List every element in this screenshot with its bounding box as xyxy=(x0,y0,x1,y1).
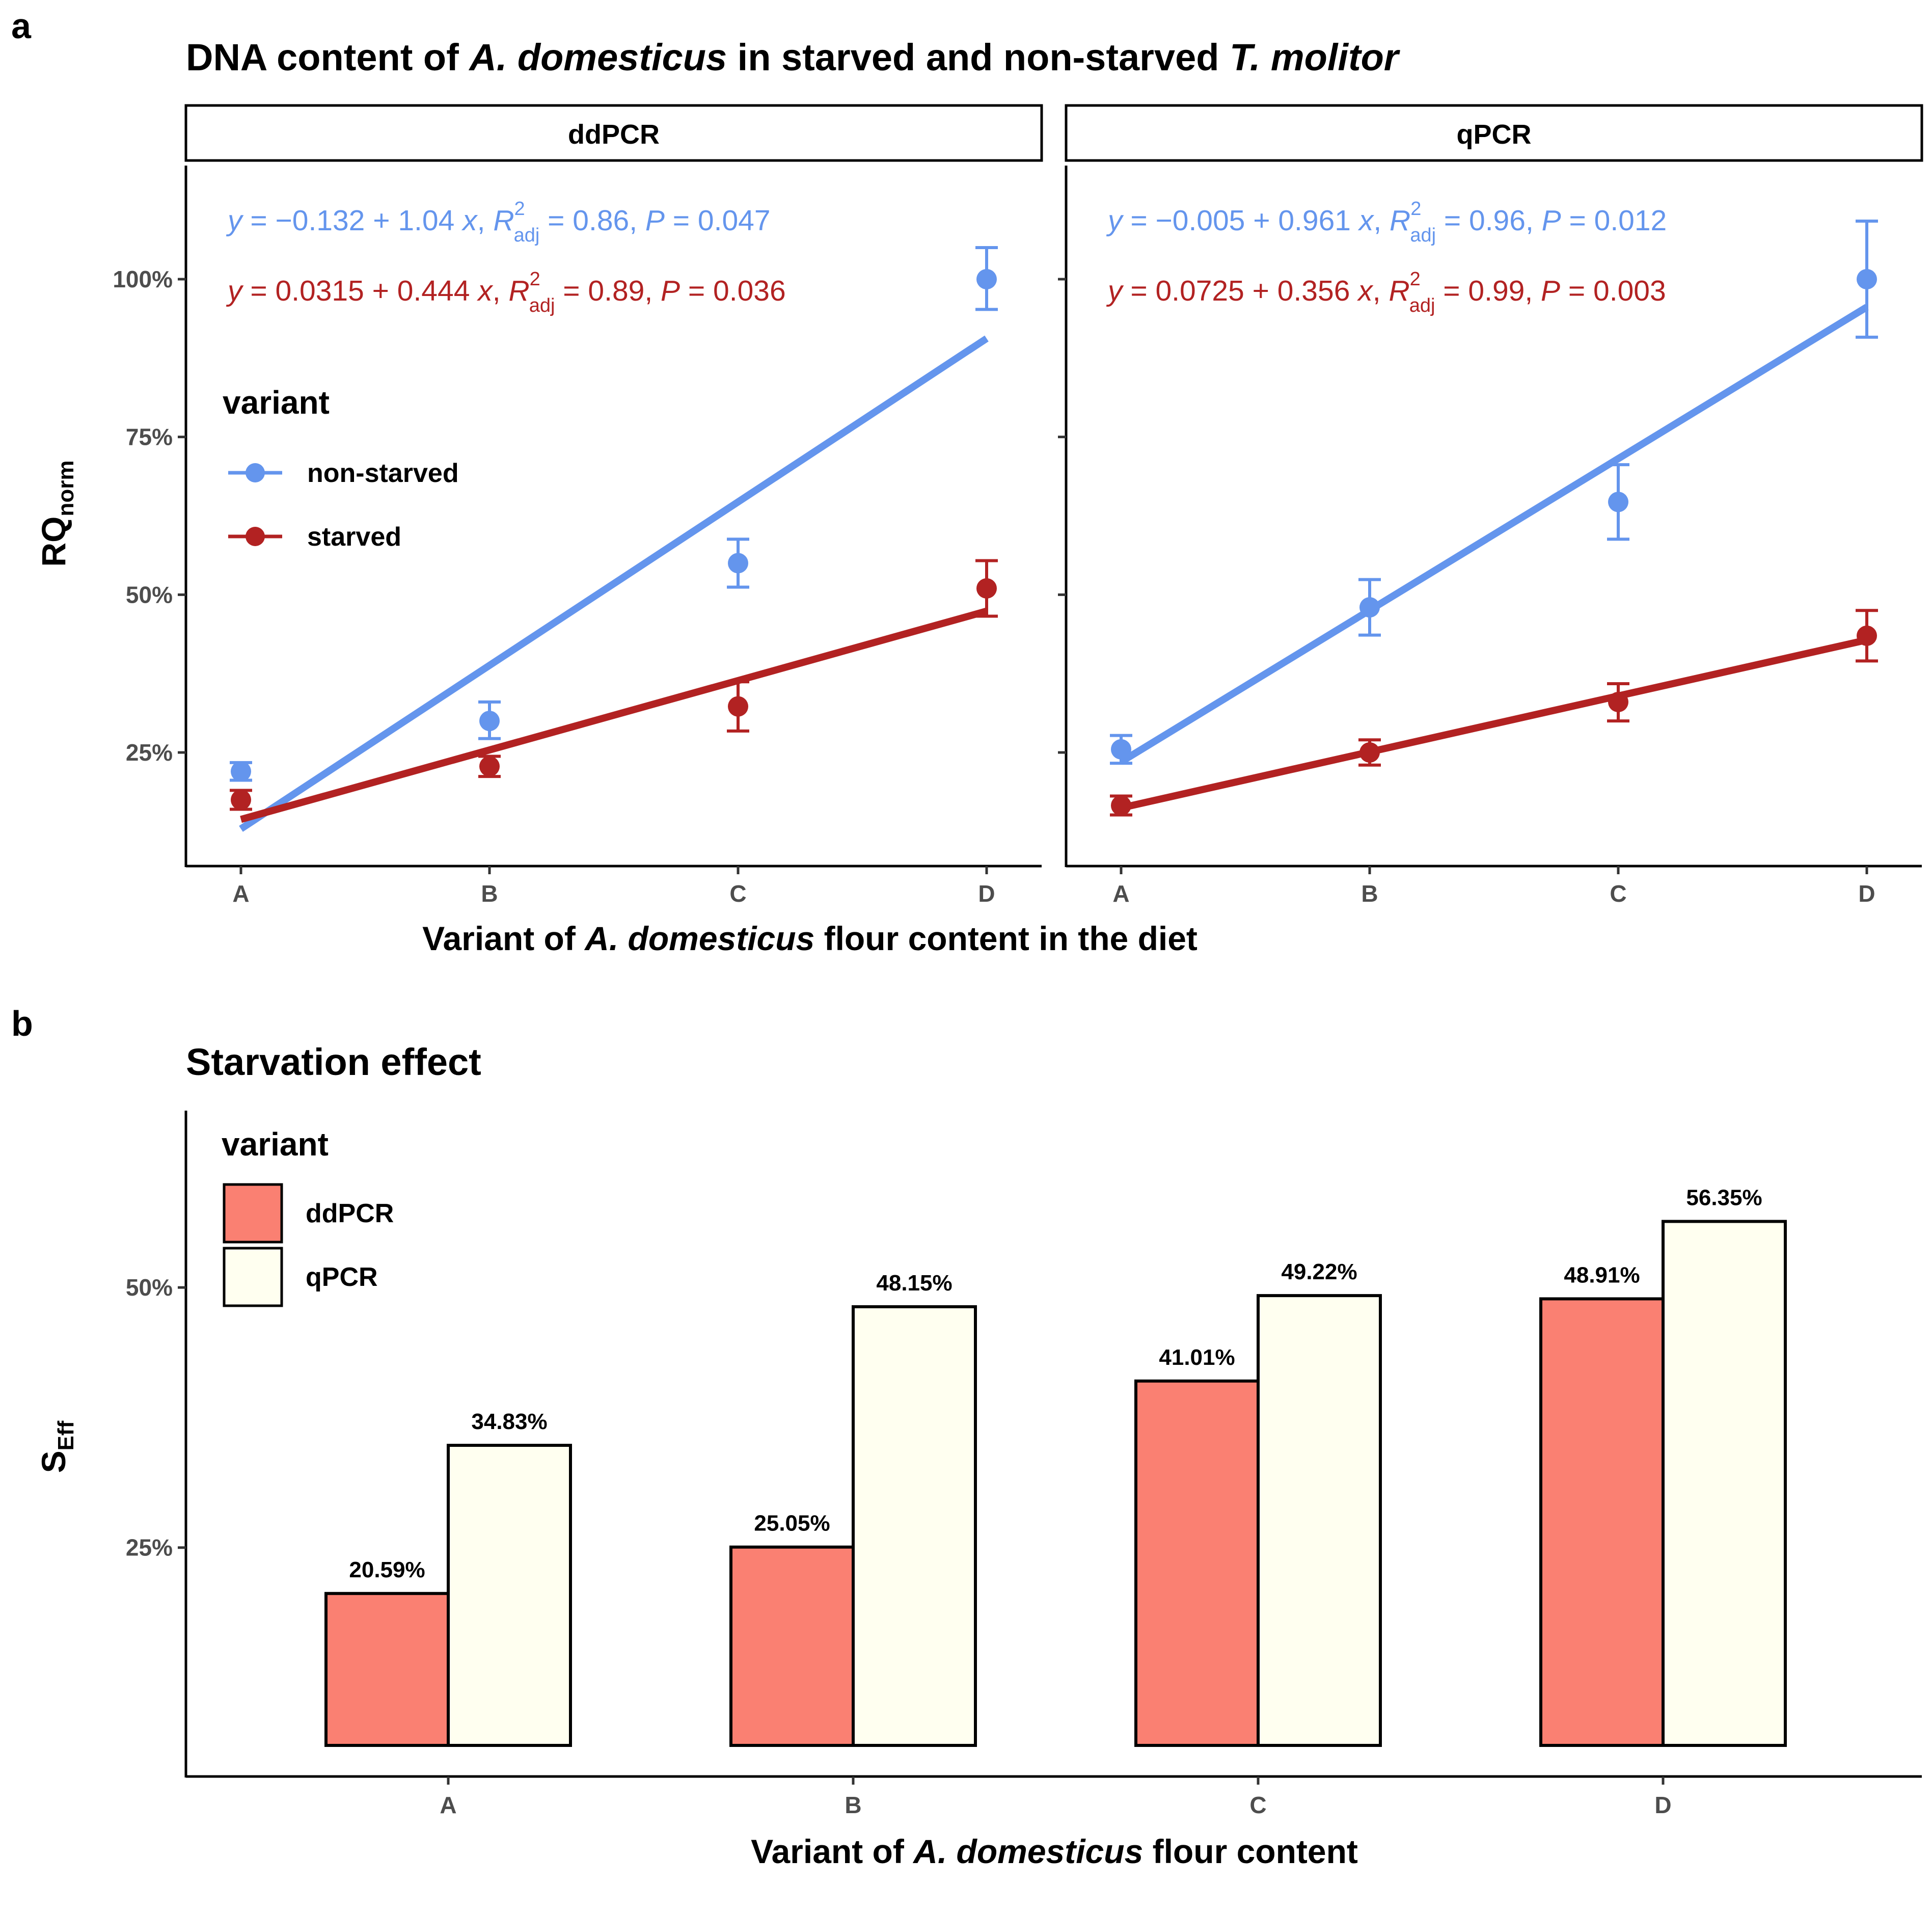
data-point xyxy=(728,696,748,717)
data-point xyxy=(1111,795,1131,816)
x-tick-label: D xyxy=(1858,880,1875,907)
data-point xyxy=(1608,691,1628,712)
bar-data-label: 56.35% xyxy=(1686,1185,1762,1210)
legend-key-box xyxy=(223,1247,283,1307)
x-tick-label: B xyxy=(845,1792,861,1818)
legend-label-starved: starved xyxy=(307,522,401,552)
bar-qPCR-A xyxy=(447,1443,572,1747)
legend-title: variant xyxy=(222,1126,329,1163)
data-point xyxy=(479,711,500,732)
bar-data-label: 49.22% xyxy=(1281,1259,1357,1284)
x-tick-label: D xyxy=(1654,1792,1671,1818)
bar-ddPCR-A xyxy=(324,1592,450,1747)
data-point xyxy=(231,761,251,782)
x-tick-label: C xyxy=(1610,880,1626,907)
data-point xyxy=(1111,739,1131,760)
y-tick-label: 25% xyxy=(126,1534,173,1561)
y-axis-title-b: SEff xyxy=(35,1420,78,1473)
legend-a: variant non-starved starved xyxy=(223,384,459,552)
facet-strip-label: ddPCR xyxy=(568,119,660,150)
panel-a-label: a xyxy=(11,6,32,46)
facet-strip xyxy=(184,104,1043,162)
regression-equation-starved: y = 0.0725 + 0.356 x, R2 adj = 0.99, P = … xyxy=(1106,268,1666,316)
regression-equation-non-starved: y = −0.005 + 0.961 x, R2 adj = 0.96, P = … xyxy=(1106,198,1667,246)
x-tick-label: A xyxy=(1112,880,1129,907)
data-point xyxy=(976,268,997,289)
series-starved xyxy=(1110,609,1878,817)
fit-line-non-starved xyxy=(239,335,989,832)
bar-data-label: 48.91% xyxy=(1564,1262,1640,1287)
panel-b: b Starvation effect 25% 50% A 20.59% 34.83% B 25… xyxy=(11,1004,1922,1870)
chart-b-title: Starvation effect xyxy=(186,1041,481,1083)
bar-data-label: 34.83% xyxy=(471,1409,547,1434)
bar-qPCR-C xyxy=(1257,1294,1382,1747)
bar-data-label: 48.15% xyxy=(876,1271,952,1296)
bar-data-label: 25.05% xyxy=(754,1511,830,1536)
data-point xyxy=(1608,492,1628,513)
bar-data-label: 20.59% xyxy=(349,1557,425,1582)
bar-ddPCR-B xyxy=(729,1545,855,1747)
legend-label-qPCR: qPCR xyxy=(306,1262,378,1292)
legend-label-ddPCR: ddPCR xyxy=(306,1199,394,1228)
series-non-starved xyxy=(1110,220,1878,765)
fit-line-starved xyxy=(240,607,988,823)
y-tick-label: 100% xyxy=(113,266,173,292)
panel-b-label: b xyxy=(11,1004,33,1043)
x-tick-label: D xyxy=(978,880,995,907)
y-tick-label: 75% xyxy=(126,424,173,450)
series-non-starved xyxy=(230,246,998,832)
regression-equation-non-starved: y = −0.132 + 1.04 x, R2 adj = 0.86, P = 0… xyxy=(226,198,771,246)
x-axis-title-a: Variant of A. domesticus flour content i… xyxy=(422,920,1198,957)
bar-qPCR-B xyxy=(852,1305,977,1747)
data-point xyxy=(1359,742,1380,763)
legend-title: variant xyxy=(223,384,330,421)
legend-key-point xyxy=(246,527,265,546)
bar-data-label: 41.01% xyxy=(1159,1345,1235,1370)
legend-label-non-starved: non-starved xyxy=(307,459,459,488)
bar-ddPCR-D xyxy=(1539,1297,1665,1747)
data-point xyxy=(479,756,500,777)
data-point xyxy=(728,553,748,574)
y-tick-label: 50% xyxy=(126,581,173,608)
x-tick-label: C xyxy=(729,880,746,907)
fit-line-non-starved xyxy=(1119,304,1869,765)
facet-strip-label: qPCR xyxy=(1457,119,1532,150)
panel-a: a DNA content of A. domesticus in starved… xyxy=(11,6,1923,957)
facet-qpcr: qPCR A B C Dy = −0.005 + 0.961 x, R2 adj = 0.… xyxy=(1058,104,1923,907)
x-tick-label: B xyxy=(1361,880,1378,907)
legend-key-box xyxy=(223,1183,283,1244)
bar-qPCR-D xyxy=(1662,1220,1787,1747)
x-axis-title-b: Variant of A. domesticus flour content xyxy=(751,1833,1358,1870)
y-tick-label: 25% xyxy=(126,739,173,766)
y-axis-title-a: RQnorm xyxy=(35,461,78,567)
data-point xyxy=(976,578,997,599)
facet-strip xyxy=(1065,104,1923,162)
data-point xyxy=(231,789,251,810)
data-point xyxy=(1857,625,1877,646)
x-tick-label: B xyxy=(481,880,498,907)
y-tick-label: 50% xyxy=(126,1274,173,1301)
bar-ddPCR-C xyxy=(1134,1379,1260,1747)
regression-equation-starved: y = 0.0315 + 0.444 x, R2 adj = 0.89, P = … xyxy=(226,268,786,316)
chart-a-title: DNA content of A. domesticus in starved … xyxy=(186,36,1401,78)
data-point xyxy=(1857,268,1877,289)
facet-ddpcr: ddPCR A B C D 25% 50% 75% 100% y = −0.132 + 1.04 … xyxy=(113,104,1043,907)
x-tick-label: A xyxy=(440,1792,456,1818)
data-point xyxy=(1359,597,1380,618)
fit-line-starved xyxy=(1120,636,1868,812)
x-tick-label: A xyxy=(232,880,249,907)
series-starved xyxy=(230,559,998,823)
x-tick-label: C xyxy=(1249,1792,1266,1818)
legend-key-point xyxy=(246,463,265,482)
legend-b: variant ddPCR qPCR xyxy=(222,1126,394,1307)
